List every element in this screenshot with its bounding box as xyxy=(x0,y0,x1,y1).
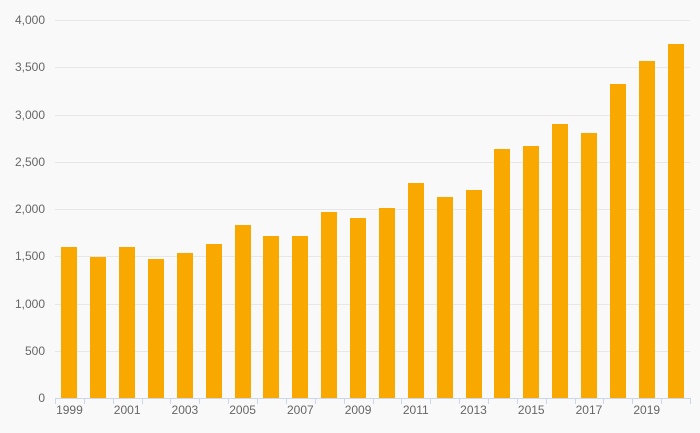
bar-2006[interactable] xyxy=(263,236,280,398)
x-axis-tick xyxy=(603,399,605,404)
bar-2011[interactable] xyxy=(407,183,424,398)
y-axis-tick-label: 0 xyxy=(38,391,45,405)
x-axis-tick xyxy=(401,399,403,404)
x-axis-tick xyxy=(314,399,316,404)
x-axis-tick xyxy=(199,399,201,404)
bar-2012[interactable] xyxy=(436,197,453,398)
x-axis-tick xyxy=(343,399,345,404)
x-axis-tick xyxy=(170,399,172,404)
y-axis-tick-label: 1,000 xyxy=(14,296,45,311)
x-axis-tick xyxy=(372,399,374,404)
x-axis-line xyxy=(55,398,691,399)
y-axis-tick-label: 3,500 xyxy=(14,60,45,75)
x-axis-tick xyxy=(55,399,56,404)
x-axis-tick-label: 2011 xyxy=(402,403,429,417)
bar-2018[interactable] xyxy=(609,84,626,398)
gridline xyxy=(55,115,690,116)
gridline xyxy=(55,162,690,163)
x-axis-tick xyxy=(228,399,230,404)
bar-2013[interactable] xyxy=(465,190,482,398)
x-axis-tick xyxy=(574,399,576,404)
x-axis-tick xyxy=(632,399,634,404)
plot-area xyxy=(55,20,690,398)
bar-2019[interactable] xyxy=(638,61,655,398)
bar-2008[interactable] xyxy=(321,212,338,398)
gridline xyxy=(55,67,690,68)
x-axis-tick xyxy=(285,399,287,404)
x-axis-tick xyxy=(459,399,461,404)
x-axis-tick-label: 2007 xyxy=(286,403,314,417)
bar-2003[interactable] xyxy=(176,253,193,398)
gridline xyxy=(55,304,690,305)
x-axis-tick-label: 1999 xyxy=(56,403,83,417)
bar-2009[interactable] xyxy=(350,218,367,398)
bar-2010[interactable] xyxy=(378,208,395,398)
bar-2001[interactable] xyxy=(119,247,136,398)
x-axis-tick xyxy=(661,399,663,404)
bar-2014[interactable] xyxy=(494,149,511,398)
x-axis-tick xyxy=(545,399,547,404)
y-axis-tick-label: 500 xyxy=(24,343,45,358)
x-axis-tick-label: 2013 xyxy=(460,403,487,417)
bar-2020[interactable] xyxy=(667,44,684,398)
x-axis-tick-label: 2015 xyxy=(517,403,545,417)
gridline xyxy=(55,256,690,257)
x-axis-tick xyxy=(257,399,259,404)
y-axis-tick-label: 3,000 xyxy=(14,107,45,122)
gridline xyxy=(55,351,690,352)
x-axis-tick xyxy=(112,399,114,404)
x-axis-tick xyxy=(83,399,85,404)
y-axis-tick-label: 1,500 xyxy=(14,249,45,264)
gridline xyxy=(55,209,690,210)
y-axis-tick-label: 2,000 xyxy=(14,202,45,216)
x-axis-tick-label: 2017 xyxy=(575,403,603,417)
x-axis-tick-label: 2003 xyxy=(171,403,199,417)
x-axis-tick xyxy=(487,399,489,404)
y-axis-tick-label: 2,500 xyxy=(14,154,45,169)
gridline xyxy=(55,20,690,21)
x-axis-tick xyxy=(430,399,432,404)
bar-2002[interactable] xyxy=(148,259,165,398)
x-axis-tick xyxy=(141,399,143,404)
x-axis-tick xyxy=(690,399,691,404)
x-axis-tick xyxy=(516,399,518,404)
x-axis-tick-label: 2019 xyxy=(633,403,661,417)
x-axis-tick-label: 2009 xyxy=(344,403,372,417)
bar-1999[interactable] xyxy=(61,247,78,398)
x-axis-tick-label: 2005 xyxy=(229,403,256,417)
bar-2005[interactable] xyxy=(234,225,251,398)
bar-2007[interactable] xyxy=(292,236,309,398)
bar-2017[interactable] xyxy=(580,133,597,398)
bar-2000[interactable] xyxy=(90,257,107,398)
y-axis-tick-label: 4,000 xyxy=(14,13,45,27)
x-axis-tick-label: 2001 xyxy=(113,403,141,417)
bar-2004[interactable] xyxy=(205,244,222,398)
bar-2015[interactable] xyxy=(523,146,540,398)
bar-2016[interactable] xyxy=(552,124,569,398)
